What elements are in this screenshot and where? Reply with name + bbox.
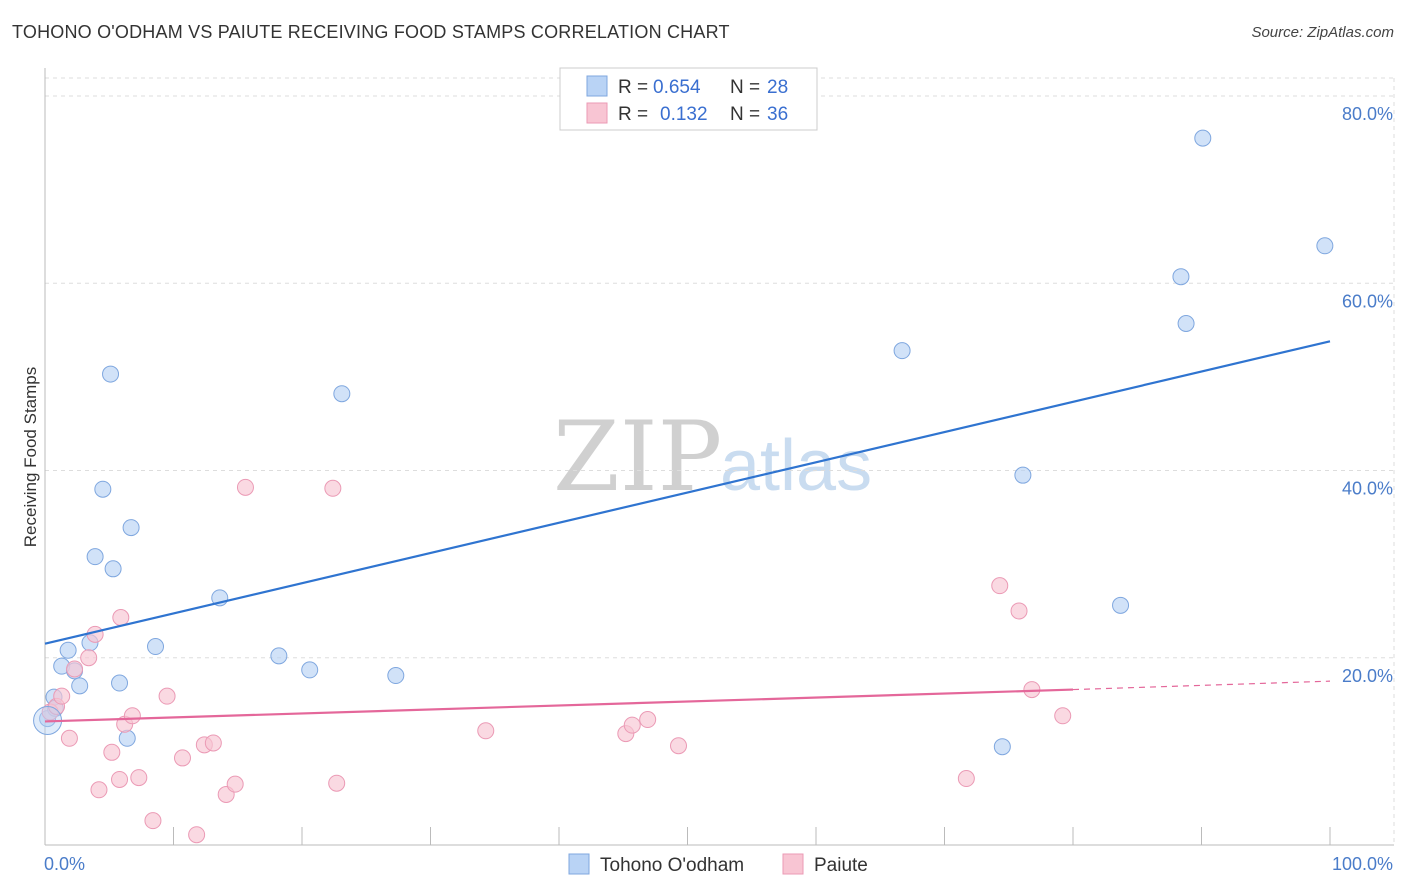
paiute-point-16	[173, 749, 191, 767]
paiute-point-19	[204, 734, 222, 752]
paiute-point-27	[623, 716, 641, 734]
paiute-point-23	[324, 479, 342, 497]
tohono-point-28	[1316, 237, 1334, 255]
paiute-point-3	[60, 729, 78, 747]
trend-line-tohono	[44, 340, 1331, 645]
tohono-point-19	[333, 385, 351, 403]
y-axis-label: Receiving Food Stamps	[21, 367, 40, 547]
y-tick-label-3: 80.0%	[1342, 104, 1393, 124]
tohono-point-11	[104, 560, 122, 578]
paiute-point-13	[130, 769, 148, 787]
paiute-point-12	[123, 707, 141, 725]
tohono-point-8	[86, 548, 104, 566]
legend-swatch-tohono	[586, 75, 608, 97]
paiute-point-31	[991, 577, 1009, 595]
tohono-point-26	[1177, 315, 1195, 333]
paiute-point-28	[639, 711, 657, 729]
tohono-point-4	[59, 641, 77, 659]
tohono-point-23	[1014, 466, 1032, 484]
tohono-point-25	[1172, 268, 1190, 286]
tohono-point-10	[102, 365, 120, 383]
correlation-legend: R = 0.654 N = 28 R = 0.132 N = 36	[559, 67, 818, 131]
tohono-point-17	[270, 647, 288, 665]
paiute-point-34	[1054, 707, 1072, 725]
legend-r-value-paiute: 0.132	[660, 104, 708, 125]
chart-title: TOHONO O'ODHAM VS PAIUTE RECEIVING FOOD …	[12, 22, 730, 42]
source-label: Source: ZipAtlas.com	[1251, 24, 1394, 41]
legend-r-label-tohono: R =	[618, 77, 648, 98]
watermark: ZIP atlas	[553, 401, 872, 513]
series-legend-swatch-tohono	[568, 853, 590, 875]
series-legend: Tohono O'odham Paiute	[568, 853, 868, 876]
tohono-point-9	[94, 480, 112, 498]
series-legend-label-tohono: Tohono O'odham	[600, 855, 744, 876]
paiute-point-24	[328, 774, 346, 792]
paiute-point-32	[1010, 602, 1028, 620]
trend-line-paiute	[44, 688, 1074, 723]
series-legend-swatch-paiute	[782, 853, 804, 875]
legend-n-value-tohono: 28	[767, 77, 788, 98]
paiute-point-17	[188, 826, 206, 844]
paiute-point-8	[103, 743, 121, 761]
y-tick-label-2: 60.0%	[1342, 291, 1393, 311]
series-paiute	[41, 478, 1072, 844]
paiute-point-25	[477, 722, 495, 740]
legend-swatch-paiute	[586, 102, 608, 124]
legend-n-label-tohono: N =	[730, 77, 760, 98]
x-tick-label-0: 0.0%	[44, 854, 85, 874]
paiute-point-22	[236, 478, 254, 496]
tohono-point-27	[1194, 129, 1212, 147]
y-tick-label-0: 20.0%	[1342, 666, 1393, 686]
paiute-point-30	[957, 770, 975, 788]
legend-n-label-paiute: N =	[730, 104, 760, 125]
tohono-point-21	[893, 342, 911, 360]
series-legend-label-paiute: Paiute	[814, 855, 868, 876]
tohono-point-12	[111, 674, 129, 692]
x-tick-label-1: 100.0%	[1332, 854, 1393, 874]
paiute-point-14	[144, 812, 162, 830]
tohono-point-24	[1112, 596, 1130, 614]
tohono-point-14	[122, 519, 140, 537]
paiute-point-7	[90, 781, 108, 799]
paiute-point-4	[66, 660, 84, 678]
paiute-point-21	[226, 775, 244, 793]
legend-r-value-tohono: 0.654	[653, 77, 701, 98]
paiute-point-15	[158, 687, 176, 705]
tohono-point-22	[993, 738, 1011, 756]
paiute-point-5	[80, 649, 98, 667]
trend-lines	[44, 340, 1331, 723]
legend-r-label-paiute: R =	[618, 104, 648, 125]
tohono-point-20	[387, 667, 405, 685]
data-points	[33, 129, 1334, 844]
trend-line-paiute-extension	[1072, 680, 1331, 691]
paiute-point-29	[670, 737, 688, 755]
paiute-point-2	[53, 687, 71, 705]
tohono-point-18	[301, 661, 319, 679]
tohono-point-13	[118, 729, 136, 747]
tohono-point-6	[71, 677, 89, 695]
tick-labels: 20.0% 40.0% 60.0% 80.0% 0.0% 100.0%	[44, 104, 1393, 874]
tohono-point-15	[147, 638, 165, 656]
watermark-zip: ZIP	[553, 401, 722, 513]
paiute-point-10	[112, 608, 130, 626]
y-tick-label-1: 40.0%	[1342, 479, 1393, 499]
paiute-point-9	[111, 770, 129, 788]
legend-n-value-paiute: 36	[767, 104, 788, 125]
